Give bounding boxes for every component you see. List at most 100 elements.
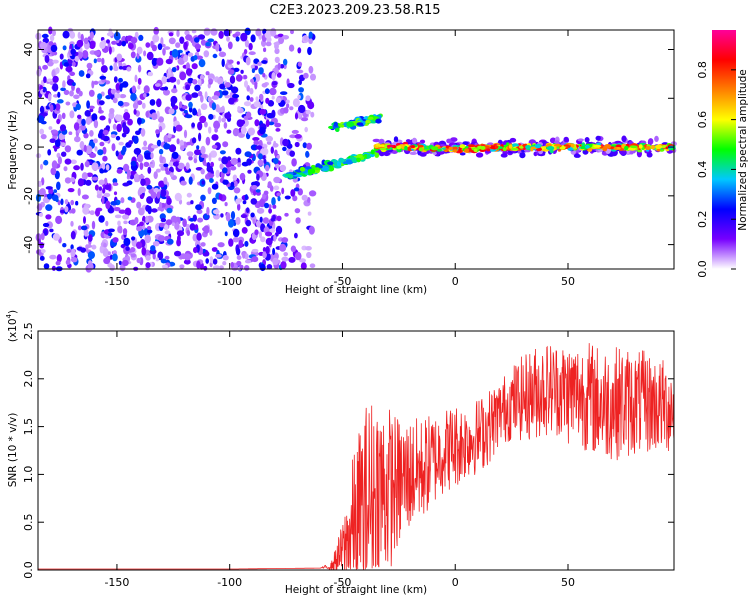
- spectrogram-point: [64, 177, 72, 184]
- spectrogram-point: [117, 100, 124, 107]
- spectrogram-point: [50, 44, 58, 53]
- spectrogram-point: [203, 50, 210, 58]
- spectrogram-point: [252, 137, 260, 141]
- spectrogram-point: [258, 198, 266, 208]
- spectrogram-point: [152, 253, 156, 260]
- spectrogram-point: [121, 259, 129, 267]
- spectrogram-point: [519, 152, 526, 159]
- spectrogram-point: [105, 200, 111, 210]
- spectrogram-point: [77, 178, 84, 187]
- spectrogram-point: [265, 231, 273, 237]
- spectrogram-point: [573, 153, 581, 158]
- spectrogram-point: [196, 209, 203, 215]
- spectrogram-point: [301, 194, 308, 201]
- spectrogram-point: [85, 73, 91, 79]
- spectrogram-point: [308, 65, 314, 74]
- spectrogram-point: [147, 205, 152, 215]
- spectrogram-point: [227, 41, 233, 50]
- spectrogram-point: [230, 211, 236, 220]
- spectrogram-point: [563, 144, 570, 147]
- spectrogram-point: [272, 247, 276, 256]
- spectrogram-point: [98, 186, 102, 191]
- spectrogram-point: [270, 27, 277, 37]
- spectrogram-point: [300, 117, 309, 122]
- spectrogram-y-label: Frequency (Hz): [7, 110, 19, 189]
- snr-y-multiplier: (x104): [5, 310, 19, 342]
- spectrogram-point: [281, 237, 289, 243]
- spectrogram-point: [242, 252, 246, 259]
- spectrogram-point: [245, 56, 251, 66]
- spectrogram-point: [258, 153, 263, 160]
- spectrogram-point: [74, 136, 81, 143]
- spectrogram-point: [84, 160, 90, 168]
- spectrogram-point: [75, 200, 79, 206]
- spectrogram-point: [235, 147, 242, 155]
- spectrogram-point: [160, 37, 164, 46]
- spectrogram-y-tick-label: 0: [22, 144, 35, 151]
- spectrogram-point: [122, 214, 129, 220]
- spectrogram-point: [276, 192, 281, 197]
- spectrogram-point: [156, 190, 161, 199]
- spectrogram-point: [393, 136, 399, 143]
- spectrogram-point: [112, 97, 118, 104]
- spectrogram-point: [185, 114, 193, 119]
- snr-x-tick-label: -50: [333, 576, 351, 589]
- spectrogram-point: [273, 234, 277, 242]
- spectrogram-point: [63, 62, 69, 67]
- spectrogram-point: [290, 189, 296, 197]
- spectrogram-point: [273, 176, 281, 184]
- spectrogram-point: [86, 100, 90, 109]
- spectrogram-point: [200, 39, 206, 46]
- spectrogram-point: [145, 42, 151, 48]
- spectrogram-point: [185, 224, 190, 228]
- spectrogram-point: [246, 207, 250, 214]
- spectrogram-point: [49, 104, 54, 113]
- spectrogram-point: [224, 112, 232, 120]
- spectrogram-point: [52, 233, 61, 241]
- spectrogram-point: [62, 243, 67, 248]
- spectrogram-point: [209, 178, 214, 183]
- spectrogram-point: [263, 190, 269, 196]
- spectrogram-point: [120, 149, 126, 156]
- spectrogram-point: [370, 149, 375, 155]
- spectrogram-point: [208, 126, 212, 134]
- spectrogram-point: [165, 58, 173, 65]
- spectrogram-point: [51, 69, 56, 78]
- spectrogram-point: [228, 97, 235, 105]
- snr-y-tick-label: 2.5: [22, 322, 35, 340]
- snr-y-tick-label: 0.5: [22, 513, 35, 531]
- spectrogram-point: [127, 196, 133, 201]
- spectrogram-point: [356, 154, 363, 158]
- spectrogram-point: [91, 113, 98, 122]
- spectrogram-point: [448, 146, 453, 151]
- spectrogram-point: [194, 37, 200, 43]
- spectrogram-point: [172, 161, 179, 167]
- spectrogram-point: [168, 32, 174, 37]
- spectrogram-point: [171, 222, 176, 227]
- spectrogram-point: [207, 38, 215, 43]
- snr-frame: [37, 330, 675, 571]
- spectrogram-point: [655, 144, 663, 149]
- spectrogram-point: [211, 134, 219, 141]
- snr-x-label: Height of straight line (km): [285, 584, 427, 596]
- spectrogram-point: [553, 143, 562, 147]
- spectrogram-point: [289, 134, 297, 139]
- spectrogram-point: [215, 42, 220, 52]
- spectrogram-point: [519, 146, 524, 149]
- spectrogram-point: [115, 150, 119, 157]
- spectrogram-point: [70, 176, 76, 183]
- spectrogram-point: [163, 89, 170, 96]
- spectrogram-point: [160, 258, 167, 264]
- spectrogram-point: [462, 141, 469, 146]
- spectrogram-point: [43, 263, 50, 270]
- spectrogram-point: [146, 226, 152, 230]
- spectrogram-point: [204, 91, 208, 100]
- spectrogram-point: [186, 201, 192, 206]
- spectrogram-point: [64, 145, 72, 153]
- spectrogram-point: [596, 142, 602, 146]
- spectrogram-point: [226, 129, 232, 134]
- spectrogram-point: [305, 150, 310, 158]
- spectrogram-x-tick-label: -50: [333, 275, 351, 288]
- snr-series-line: [38, 343, 675, 571]
- spectrogram-point: [205, 71, 210, 76]
